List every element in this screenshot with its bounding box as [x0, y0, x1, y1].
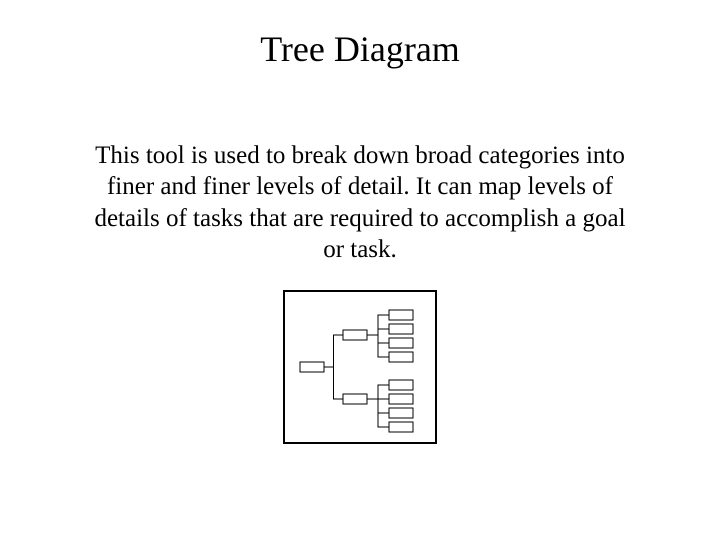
- slide: Tree Diagram This tool is used to break …: [0, 0, 720, 540]
- tree-diagram-frame: [283, 290, 437, 444]
- slide-body-text: This tool is used to break down broad ca…: [90, 140, 630, 265]
- tree-diagram-icon: [285, 292, 435, 442]
- slide-title: Tree Diagram: [0, 28, 720, 70]
- diagram-container: [0, 290, 720, 449]
